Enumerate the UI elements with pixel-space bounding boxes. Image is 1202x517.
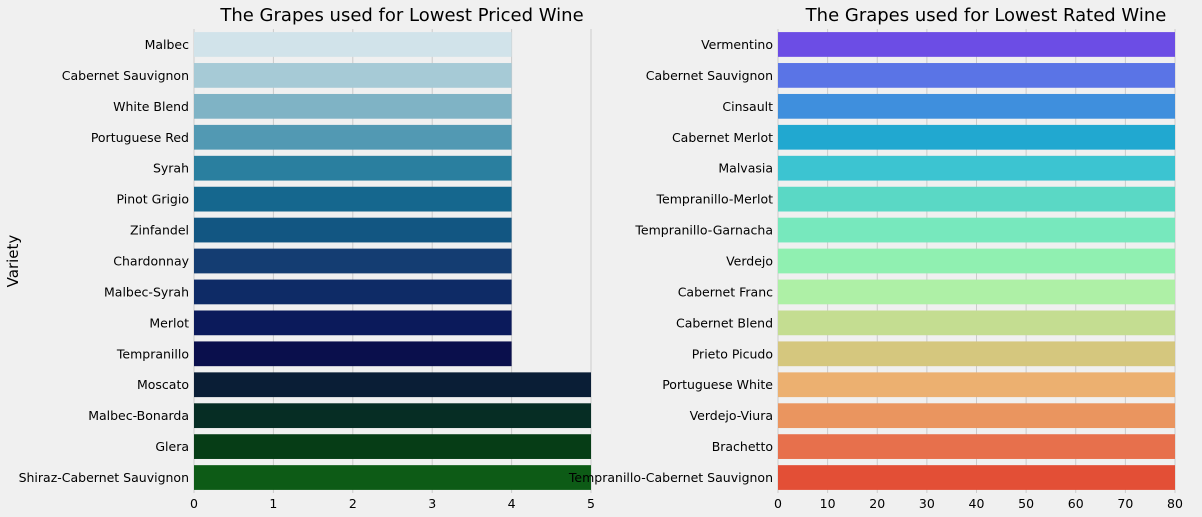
- bar: [778, 372, 1175, 398]
- x-tick-label: 10: [820, 496, 836, 511]
- bar: [194, 341, 512, 367]
- bar: [778, 63, 1175, 88]
- bar: [778, 32, 1175, 57]
- category-label: Chardonnay: [113, 254, 189, 269]
- category-label: Verdejo-Viura: [690, 408, 773, 423]
- category-label: Cabernet Merlot: [672, 130, 773, 145]
- category-label: Brachetto: [712, 439, 773, 454]
- category-label: Malbec: [145, 37, 190, 52]
- category-label: Tempranillo-Garnacha: [634, 223, 773, 238]
- category-label: Zinfandel: [130, 223, 189, 238]
- category-label: Cabernet Sauvignon: [646, 68, 773, 83]
- bar: [194, 279, 512, 305]
- bar: [778, 93, 1175, 119]
- lowest-rated-chart: Vermentino Cabernet Sauvignon Cinsault Cabe…: [568, 5, 1183, 511]
- bar: [778, 124, 1175, 150]
- x-tick-label: 0: [190, 496, 198, 511]
- bar: [194, 434, 591, 459]
- category-label: White Blend: [113, 99, 189, 114]
- category-label: Verdejo: [726, 254, 773, 269]
- x-tick-label: 3: [428, 496, 436, 511]
- category-label: Pinot Grigio: [116, 192, 189, 207]
- category-label: Vermentino: [701, 37, 773, 52]
- chart-title: The Grapes used for Lowest Priced Wine: [219, 5, 583, 26]
- x-tick-label: 50: [1018, 496, 1034, 511]
- category-label: Moscato: [137, 377, 189, 392]
- category-label: Cabernet Franc: [678, 284, 773, 299]
- bar: [194, 32, 512, 57]
- bar: [778, 279, 1175, 305]
- category-label: Merlot: [149, 315, 189, 330]
- y-axis-label: Variety: [4, 235, 22, 288]
- bar: [194, 186, 512, 212]
- x-tick-label: 5: [587, 496, 595, 511]
- bar: [194, 93, 512, 119]
- bar: [778, 403, 1175, 429]
- chart-title: The Grapes used for Lowest Rated Wine: [805, 5, 1167, 26]
- bar: [778, 310, 1175, 336]
- bar: [778, 155, 1175, 181]
- category-label: Cabernet Blend: [676, 315, 773, 330]
- bar: [778, 341, 1175, 367]
- x-tick-label: 20: [869, 496, 885, 511]
- category-label: Syrah: [153, 161, 189, 176]
- bar: [194, 63, 512, 88]
- x-tick-label: 80: [1167, 496, 1183, 511]
- bar: [194, 124, 512, 150]
- category-label: Cabernet Sauvignon: [62, 68, 189, 83]
- x-tick-label: 30: [919, 496, 935, 511]
- category-label: Malbec-Bonarda: [88, 408, 189, 423]
- category-label: Malvasia: [718, 161, 773, 176]
- category-label: Tempranillo-Merlot: [656, 192, 774, 207]
- x-tick-label: 60: [1068, 496, 1084, 511]
- category-label: Cinsault: [722, 99, 773, 114]
- x-tick-label: 4: [508, 496, 516, 511]
- bar: [194, 248, 512, 274]
- bar: [194, 155, 512, 181]
- x-tick-label: 40: [969, 496, 985, 511]
- bar: [778, 186, 1175, 212]
- bar: [194, 217, 512, 243]
- category-label: Tempranillo-Cabernet Sauvignon: [568, 470, 773, 485]
- bar: [778, 217, 1175, 243]
- category-label: Malbec-Syrah: [104, 284, 189, 299]
- bar: [194, 372, 591, 398]
- lowest-priced-chart: Malbec Cabernet Sauvignon White Blend Portu…: [4, 5, 595, 511]
- bar: [778, 434, 1175, 459]
- category-label: Portuguese White: [662, 377, 773, 392]
- category-label: Glera: [155, 439, 189, 454]
- category-label: Shiraz-Cabernet Sauvignon: [19, 470, 189, 485]
- category-label: Prieto Picudo: [692, 346, 773, 361]
- x-tick-label: 2: [349, 496, 357, 511]
- category-label: Tempranillo: [116, 346, 189, 361]
- x-tick-label: 0: [774, 496, 782, 511]
- bar: [778, 465, 1175, 490]
- category-label: Portuguese Red: [91, 130, 189, 145]
- bar: [194, 403, 591, 429]
- bar: [194, 310, 512, 336]
- bar: [194, 465, 591, 490]
- x-tick-label: 70: [1117, 496, 1133, 511]
- x-tick-label: 1: [269, 496, 277, 511]
- bar: [778, 248, 1175, 274]
